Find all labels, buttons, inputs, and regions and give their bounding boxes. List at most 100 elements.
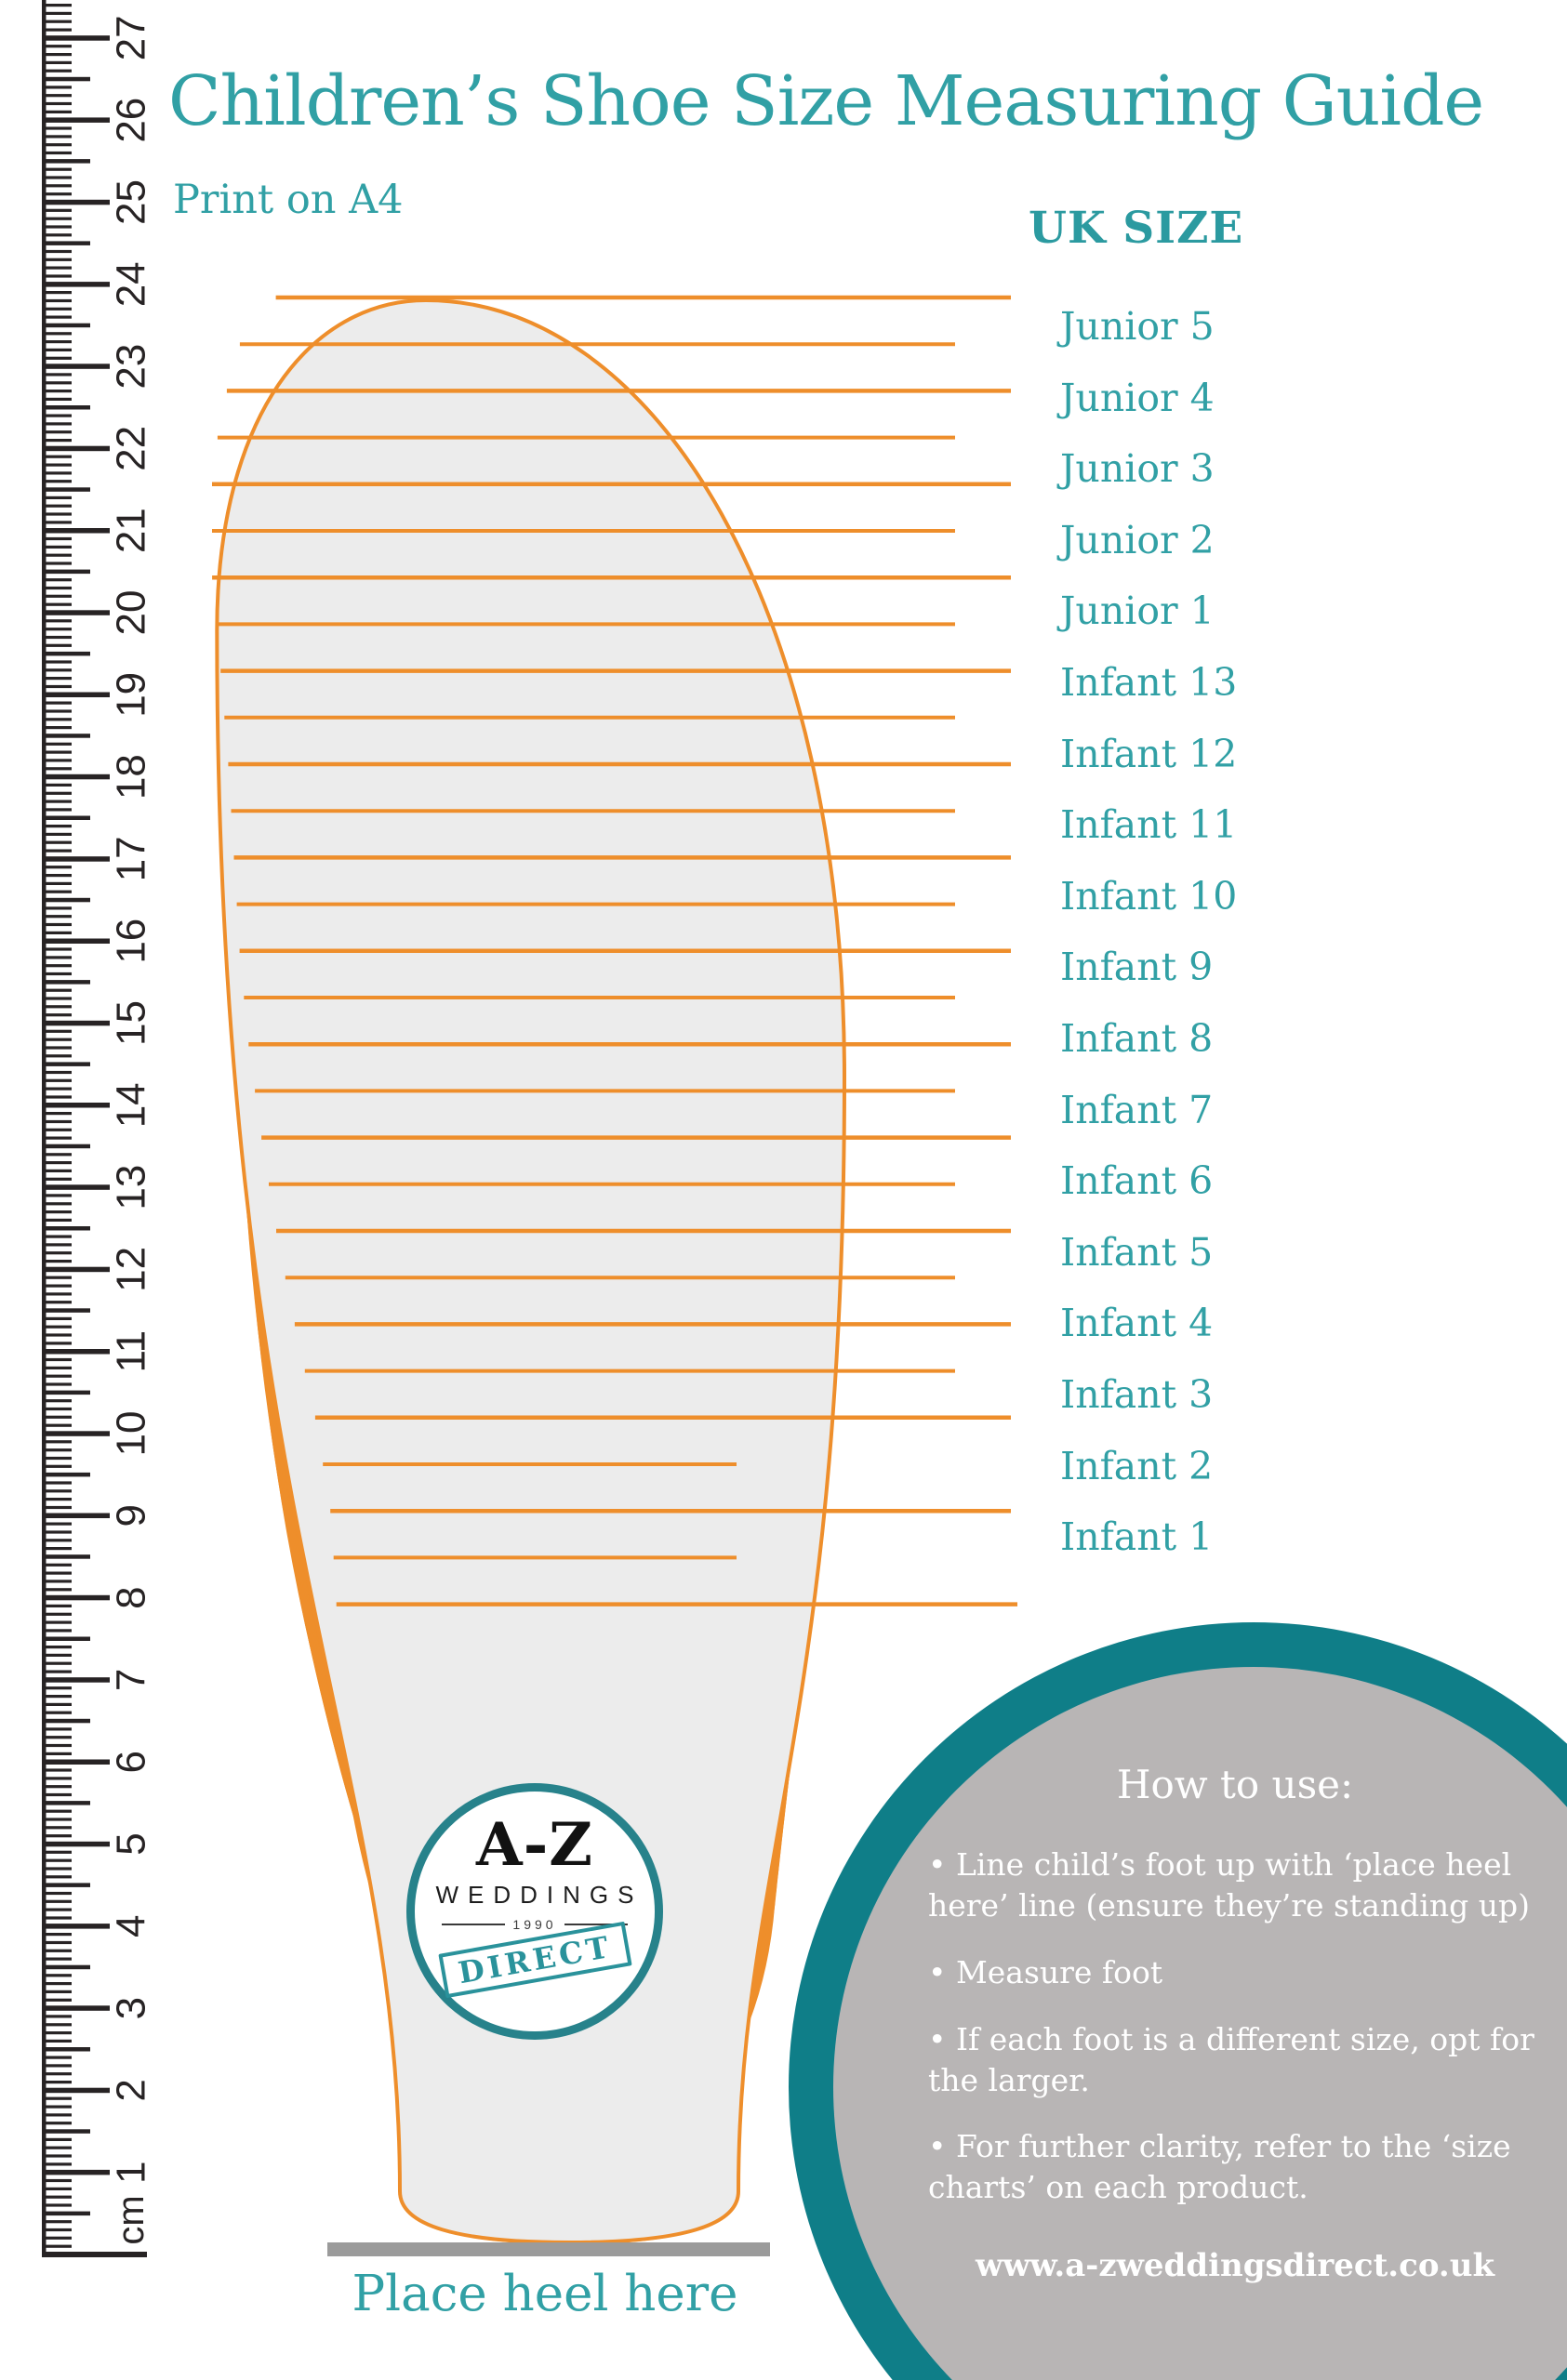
- how-to-use-bullet: • Line child’s foot up with ‘place heel …: [928, 1846, 1530, 1924]
- ruler-tick: [42, 1020, 110, 1026]
- ruler-tick: [42, 791, 72, 795]
- ruler-tick: [42, 578, 72, 582]
- ruler-tick: [42, 1013, 72, 1017]
- ruler-tick: [42, 53, 72, 57]
- ruler-tick: [42, 199, 110, 205]
- ruler-number: 9: [109, 1504, 154, 1527]
- ruler-tick: [42, 1161, 72, 1165]
- ruler-tick: [42, 759, 72, 762]
- ruler-number: 14: [109, 1082, 154, 1128]
- ruler-tick: [42, 414, 72, 417]
- ruler-number: 18: [109, 754, 154, 800]
- ruler-tick: [42, 1226, 90, 1231]
- ruler-tick: [42, 94, 72, 98]
- print-instruction: Print on A4: [173, 177, 404, 223]
- ruler-tick: [42, 1522, 72, 1526]
- ruler-tick: [42, 282, 110, 287]
- size-label: Infant 11: [1060, 802, 1238, 848]
- ruler-tick: [42, 1677, 110, 1683]
- ruler-unit-label: cm: [111, 2195, 152, 2244]
- ruler-tick: [42, 800, 72, 803]
- ruler-tick: [42, 2081, 72, 2084]
- ruler-tick: [42, 1054, 72, 1058]
- ruler-tick: [42, 906, 72, 910]
- ruler-tick: [42, 1933, 72, 1937]
- ruler-tick: [42, 2236, 72, 2240]
- ruler-tick: [42, 2162, 72, 2166]
- ruler-tick: [42, 332, 72, 336]
- ruler-tick: [42, 135, 72, 139]
- ruler-tick: [42, 1924, 110, 1929]
- logo-az-text: A-Z: [476, 1810, 593, 1880]
- how-to-use-panel: How to use: • Line child’s foot up with …: [928, 1762, 1542, 2316]
- ruler-tick: [42, 856, 110, 862]
- ruler-tick: [42, 1711, 72, 1714]
- ruler-tick: [42, 1349, 110, 1355]
- ruler-tick: [42, 1563, 72, 1567]
- place-heel-label: Place heel here: [352, 2266, 738, 2322]
- ruler-tick: [42, 1604, 72, 1607]
- ruler-tick: [42, 307, 72, 311]
- ruler-tick: [42, 463, 72, 467]
- ruler-tick: [42, 76, 90, 82]
- ruler-tick: [42, 684, 72, 689]
- ruler-tick: [42, 192, 72, 196]
- ruler-tick: [42, 1087, 72, 1091]
- ruler-tick: [42, 348, 72, 351]
- ruler-tick: [42, 1390, 90, 1395]
- size-label: Junior 4: [1060, 375, 1215, 420]
- ruler-number: 12: [109, 1247, 154, 1292]
- ruler-tick: [42, 2137, 72, 2141]
- how-to-use-bullets: • Line child’s foot up with ‘place heel …: [928, 1844, 1542, 2208]
- logo-rule-right: [564, 1924, 628, 1925]
- ruler-tick: [42, 1727, 72, 1731]
- ruler-tick: [42, 660, 72, 664]
- ruler-tick: [42, 167, 72, 171]
- ruler-tick: [42, 28, 72, 32]
- ruler-number: 15: [109, 1000, 154, 1046]
- ruler-tick: [42, 1908, 72, 1911]
- ruler-tick: [42, 1826, 72, 1830]
- ruler-tick: [42, 1333, 72, 1337]
- ruler-tick: [42, 569, 90, 575]
- ruler-tick: [42, 1169, 72, 1172]
- size-label: Infant 4: [1060, 1301, 1214, 1346]
- ruler-tick: [42, 1276, 72, 1279]
- logo-rule-left: [442, 1924, 506, 1925]
- ruler-tick: [42, 2105, 72, 2109]
- ruler-number: 10: [109, 1411, 154, 1457]
- ruler-tick: [42, 1366, 72, 1369]
- ruler-tick: [42, 340, 72, 344]
- logo-weddings-text: WEDDINGS: [435, 1881, 644, 1909]
- ruler-tick: [42, 364, 110, 369]
- ruler-tick: [42, 677, 72, 681]
- ruler-tick: [42, 1718, 90, 1724]
- ruler-tick: [42, 521, 72, 524]
- ruler-tick: [42, 422, 72, 426]
- size-label: Infant 2: [1060, 1443, 1214, 1488]
- ruler-tick: [42, 1620, 72, 1624]
- ruler-tick: [42, 1202, 72, 1206]
- ruler-tick: [42, 1046, 72, 1050]
- ruler-tick: [42, 1448, 72, 1452]
- ruler-number: 25: [109, 179, 154, 225]
- ruler-tick: [42, 1489, 72, 1493]
- ruler-tick: [42, 897, 90, 903]
- ruler-number: 21: [109, 508, 154, 553]
- logo-year: 1990: [512, 1917, 557, 1932]
- ruler-tick: [42, 2023, 72, 2027]
- ruler-tick: [42, 445, 110, 452]
- ruler-tick: [42, 117, 110, 123]
- ruler-tick: [42, 381, 72, 385]
- ruler-tick: [42, 619, 72, 623]
- ruler-tick: [42, 1316, 72, 1320]
- ruler-tick: [42, 1809, 72, 1813]
- ruler-tick: [42, 808, 72, 812]
- ruler-tick: [42, 390, 72, 393]
- ruler-tick: [42, 1646, 72, 1649]
- ruler-tick: [42, 487, 90, 492]
- ruler-tick: [42, 832, 72, 836]
- ruler-tick: [42, 1095, 72, 1099]
- ruler-number: 23: [109, 344, 154, 390]
